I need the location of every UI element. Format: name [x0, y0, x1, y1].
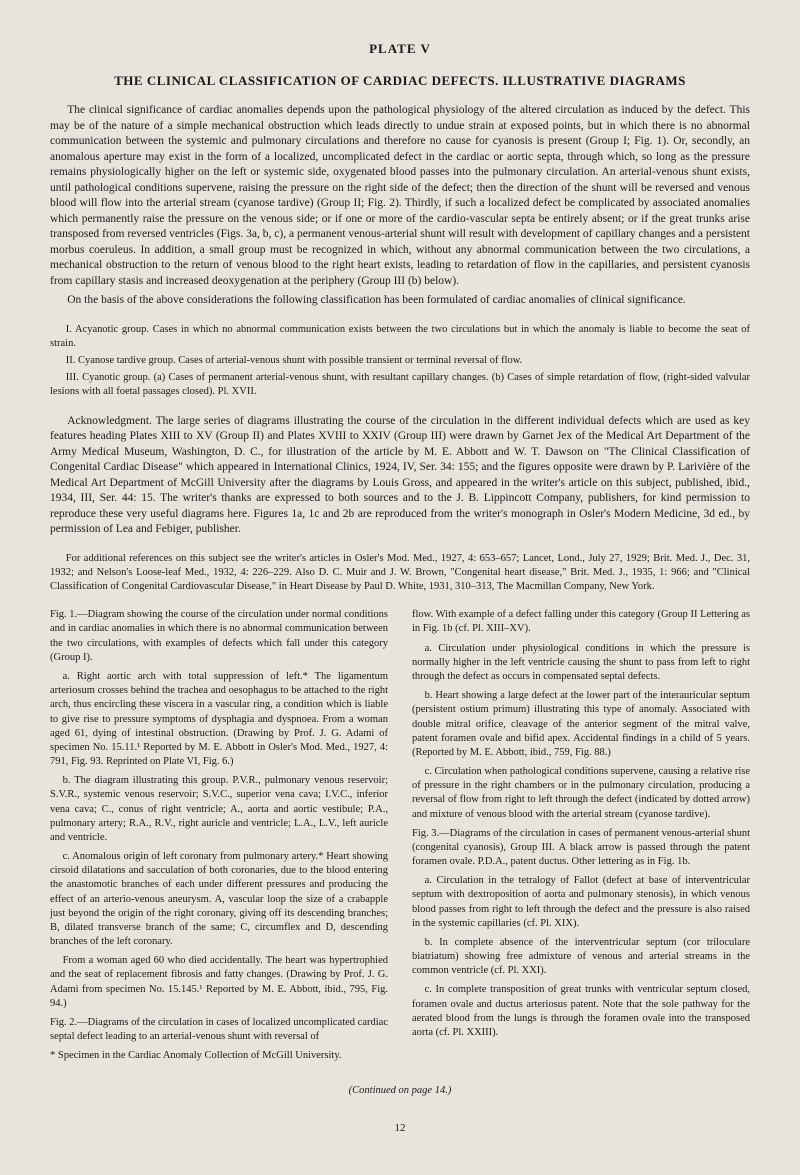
fig2-continuation: flow. With example of a defect falling u…: [412, 608, 750, 636]
fig1-item-a: a. Right aortic arch with total suppress…: [50, 670, 388, 769]
references-para: For additional references on this subjec…: [50, 552, 750, 595]
fig2-item-b: b. Heart showing a large defect at the l…: [412, 689, 750, 760]
intro-para-1: The clinical significance of cardiac ano…: [50, 103, 750, 289]
page-title: THE CLINICAL CLASSIFICATION OF CARDIAC D…: [50, 72, 750, 90]
footnote: * Specimen in the Cardiac Anomaly Collec…: [50, 1049, 388, 1063]
fig2-heading: Fig. 2.—Diagrams of the circulation in c…: [50, 1016, 388, 1044]
fig2-item-c: c. Circulation when pathological conditi…: [412, 765, 750, 822]
fig1-item-c-cont: From a woman aged 60 who died accidental…: [50, 954, 388, 1011]
fig3-heading: Fig. 3.—Diagrams of the circulation in c…: [412, 827, 750, 870]
right-column: flow. With example of a defect falling u…: [412, 608, 750, 1068]
classification-i: I. Acyanotic group. Cases in which no ab…: [50, 323, 750, 351]
fig3-item-a: a. Circulation in the tetralogy of Fallo…: [412, 874, 750, 931]
fig3-item-b: b. In complete absence of the interventr…: [412, 936, 750, 979]
intro-para-2: On the basis of the above considerations…: [50, 293, 750, 309]
fig1-item-c: c. Anomalous origin of left coronary fro…: [50, 850, 388, 949]
page-number: 12: [50, 1121, 750, 1136]
plate-label: PLATE V: [50, 40, 750, 58]
continued-notice: (Continued on page 14.): [50, 1084, 750, 1098]
fig1-item-b: b. The diagram illustrating this group. …: [50, 774, 388, 845]
fig1-heading: Fig. 1.—Diagram showing the course of th…: [50, 608, 388, 665]
classification-ii: II. Cyanose tardive group. Cases of arte…: [50, 354, 750, 368]
fig2-item-a: a. Circulation under physiological condi…: [412, 642, 750, 685]
acknowledgment-para: Acknowledgment. The large series of diag…: [50, 414, 750, 538]
classification-iii: III. Cyanotic group. (a) Cases of perman…: [50, 371, 750, 399]
fig3-item-c: c. In complete transposition of great tr…: [412, 983, 750, 1040]
two-column-layout: Fig. 1.—Diagram showing the course of th…: [50, 608, 750, 1068]
left-column: Fig. 1.—Diagram showing the course of th…: [50, 608, 388, 1068]
